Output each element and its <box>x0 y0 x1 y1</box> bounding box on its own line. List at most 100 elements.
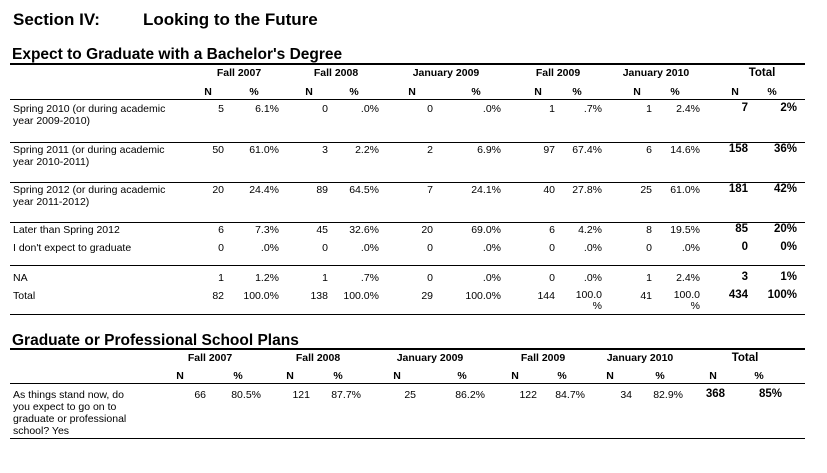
table2-cell: 80.5% <box>231 389 261 401</box>
table1-subheader-n: N <box>633 86 641 98</box>
table1-cell: 85 <box>735 223 748 235</box>
table1-cell: 3 <box>741 271 748 283</box>
table1-cell: 0 <box>549 272 555 284</box>
table1-cell: 7 <box>741 102 748 114</box>
table1-row-label: Spring 2010 (or during academic year 200… <box>13 103 166 127</box>
table1-cell: 40 <box>543 184 555 196</box>
table1-top-rule <box>10 63 805 65</box>
table1-cell: 2.2% <box>355 144 379 156</box>
table1-cell: 158 <box>728 143 748 155</box>
table1-cell: 0 <box>427 272 433 284</box>
table1-row-rule <box>10 265 805 266</box>
table1-cell: .0% <box>482 103 501 115</box>
table1-cell: 61.0% <box>249 144 279 156</box>
table1-cell: 144 <box>537 290 555 302</box>
table1-cell: 2% <box>780 102 797 114</box>
table2-cell: 86.2% <box>455 389 485 401</box>
table1-cell: 42% <box>773 183 797 195</box>
table1-cell: 45 <box>316 224 328 236</box>
table1-cell: 100.0% <box>243 290 279 302</box>
table1-subheader-pct: % <box>349 86 359 98</box>
table2-header-rule <box>10 383 805 384</box>
table2-cell: 87.7% <box>331 389 361 401</box>
table2-group-header: January 2010 <box>606 352 674 364</box>
table1-cell: .0% <box>583 272 602 284</box>
table1-cell: 6 <box>646 144 652 156</box>
table1-cell: 0 <box>322 242 328 254</box>
table2-cell: 25 <box>404 389 416 401</box>
table1-cell: 2 <box>427 144 433 156</box>
table1-cell: 100.0 % <box>673 289 700 312</box>
table2-subheader-pct: % <box>457 370 467 382</box>
section-title: Looking to the Future <box>143 10 318 29</box>
table1-cell: 50 <box>212 144 224 156</box>
table1-cell: 36% <box>773 143 797 155</box>
table1-row-label: Spring 2011 (or during academic year 201… <box>13 144 165 168</box>
table1-cell: 1% <box>780 271 797 283</box>
table1-subheader-pct: % <box>670 86 680 98</box>
table1-cell: 1 <box>218 272 224 284</box>
table1-cell: 82 <box>212 290 224 302</box>
table1-cell: 69.0% <box>471 224 501 236</box>
table1-row-rule <box>10 314 805 315</box>
table1-subheader-n: N <box>534 86 542 98</box>
table1-cell: 27.8% <box>572 184 602 196</box>
table2-group-header: Fall 2007 <box>187 352 233 364</box>
table2-subheader-n: N <box>511 370 519 382</box>
table1-cell: 0 <box>427 103 433 115</box>
table1-cell: 434 <box>728 289 748 301</box>
table2-cell: 121 <box>292 389 310 401</box>
table2-group-header: Fall 2009 <box>520 352 566 364</box>
table1-group-header: Fall 2009 <box>535 67 581 79</box>
table1-title: Expect to Graduate with a Bachelor's Deg… <box>12 46 343 63</box>
table1-row-label: NA <box>13 272 28 284</box>
table2-subheader-pct: % <box>557 370 567 382</box>
section-label: Section IV: <box>13 10 100 29</box>
table1-group-header: January 2010 <box>622 67 690 79</box>
table1-cell: .0% <box>360 103 379 115</box>
table1-cell: 100.0% <box>343 290 379 302</box>
table1-row-rule <box>10 182 805 183</box>
table2-cell: 85% <box>758 388 782 400</box>
table1-cell: .0% <box>482 242 501 254</box>
table2-group-header: Fall 2008 <box>295 352 341 364</box>
table1-cell: 2.4% <box>676 272 700 284</box>
table1-cell: 64.5% <box>349 184 379 196</box>
table1-cell: 0 <box>741 241 748 253</box>
table1-cell: 32.6% <box>349 224 379 236</box>
table2-subheader-pct: % <box>655 370 665 382</box>
table2-bottom-rule <box>10 438 805 439</box>
table2-title: Graduate or Professional School Plans <box>12 332 299 349</box>
table1-cell: 0 <box>549 242 555 254</box>
table1-row-label: Later than Spring 2012 <box>13 224 120 236</box>
table1-cell: 100.0 % <box>575 289 602 312</box>
table1-cell: .0% <box>681 242 700 254</box>
table1-group-header: Fall 2007 <box>216 67 262 79</box>
table1-group-header: Fall 2008 <box>313 67 359 79</box>
table1-cell: .0% <box>260 242 279 254</box>
table1-cell: 100% <box>767 289 797 301</box>
table1-cell: 7.3% <box>255 224 279 236</box>
table1-subheader-pct: % <box>572 86 582 98</box>
table1-cell: 29 <box>421 290 433 302</box>
table1-cell: 20% <box>773 223 797 235</box>
table1-subheader-pct: % <box>249 86 259 98</box>
table2-group-header: Total <box>731 352 759 364</box>
table1-cell: 20 <box>212 184 224 196</box>
table1-cell: 0 <box>427 242 433 254</box>
table1-cell: 41 <box>640 290 652 302</box>
table1-cell: 181 <box>728 183 748 195</box>
table1-row-rule <box>10 222 805 223</box>
table1-cell: 14.6% <box>670 144 700 156</box>
table1-cell: 89 <box>316 184 328 196</box>
table1-cell: 6.9% <box>477 144 501 156</box>
table2-cell: 84.7% <box>555 389 585 401</box>
table1-cell: 100.0% <box>465 290 501 302</box>
table1-cell: 8 <box>646 224 652 236</box>
table2-subheader-pct: % <box>754 370 764 382</box>
table2-cell: 34 <box>620 389 632 401</box>
table1-cell: 3 <box>322 144 328 156</box>
table1-cell: .7% <box>360 272 379 284</box>
table1-subheader-pct: % <box>471 86 481 98</box>
table1-cell: 6.1% <box>255 103 279 115</box>
